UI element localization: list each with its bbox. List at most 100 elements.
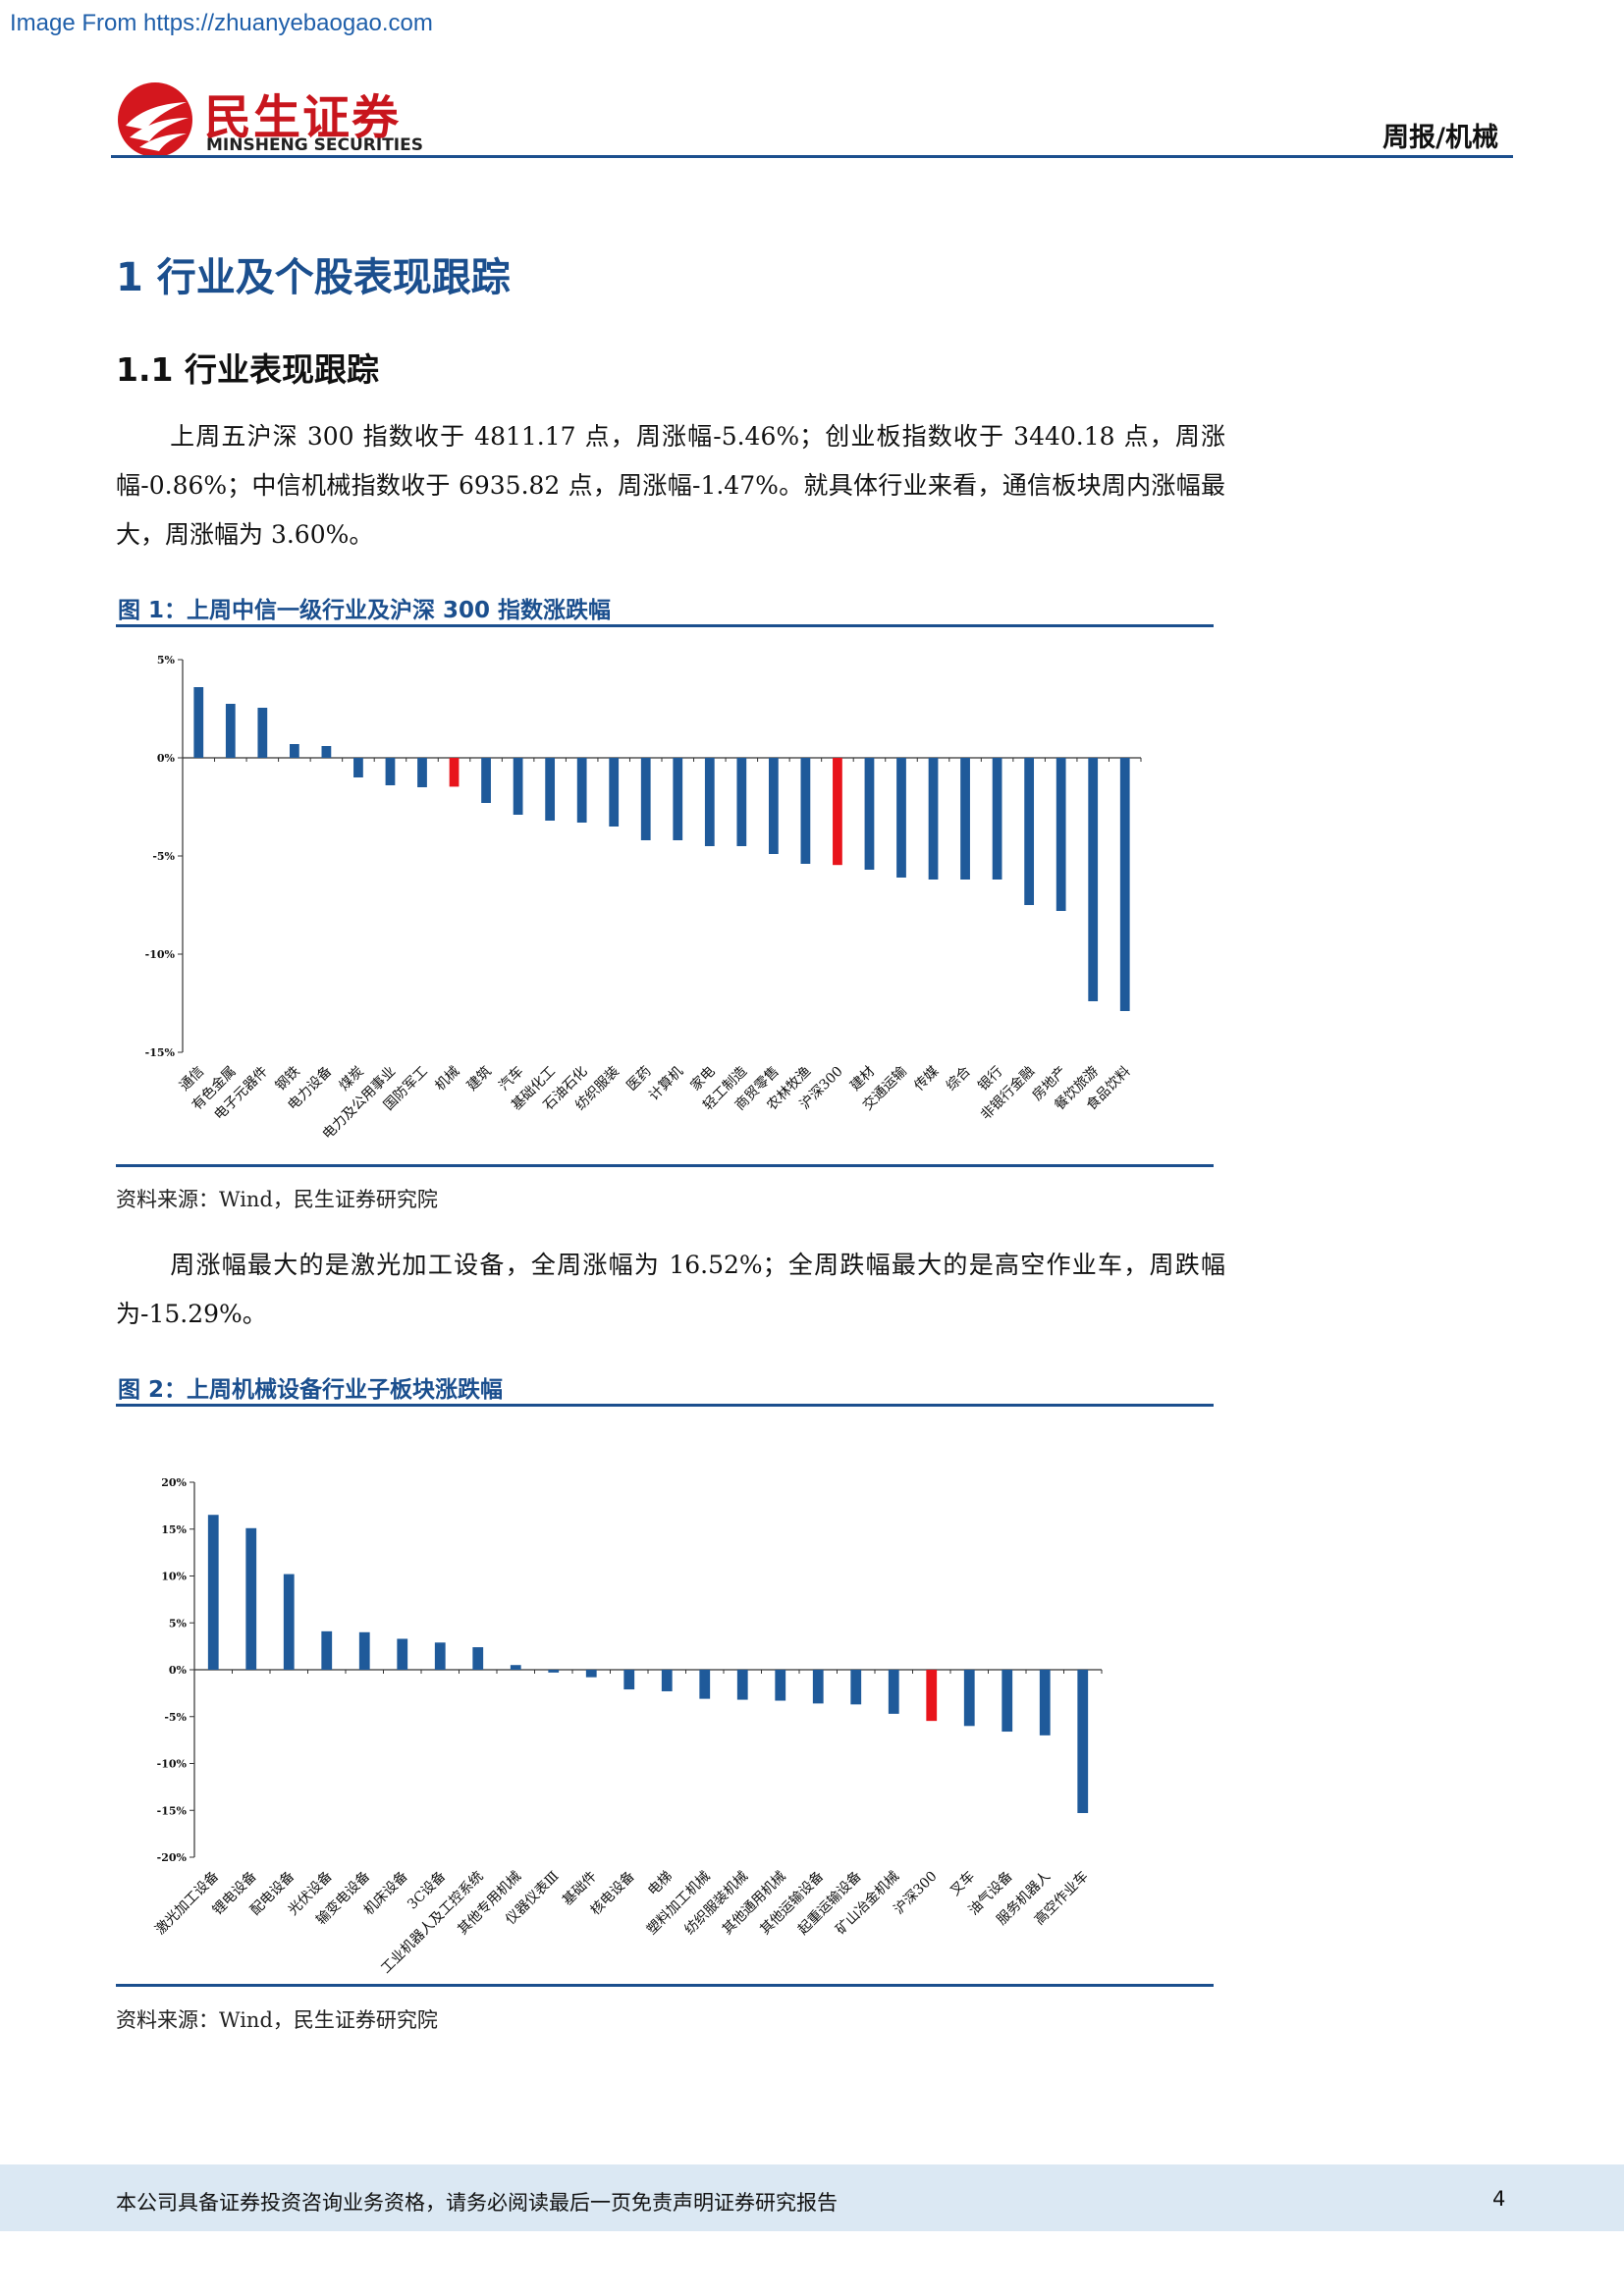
figure2-y-tick-label: 20% — [161, 1476, 187, 1489]
figure2-y-tick-label: -10% — [157, 1758, 188, 1771]
figure1-bar — [960, 758, 970, 880]
figure1-bar — [449, 758, 460, 787]
figure1-bar — [576, 758, 587, 823]
figure2-bar — [434, 1642, 446, 1670]
minsheng-logo-icon — [118, 82, 192, 157]
figure1-bar — [321, 746, 332, 758]
figure1-bar — [417, 758, 427, 787]
figure2-bar — [245, 1527, 257, 1670]
figure1-bottom-rule — [116, 1164, 1214, 1167]
figure2-source: 资料来源：Wind，民生证券研究院 — [116, 2008, 438, 2032]
figure1-bar — [864, 758, 875, 870]
subsection-heading: 1.1 行业表现跟踪 — [116, 350, 379, 389]
figure2-bar — [397, 1638, 408, 1670]
summary-paragraph: 上周五沪深 300 指数收于 4811.17 点，周涨幅-5.46%；创业板指数… — [116, 412, 1225, 560]
figure1-bar — [1024, 758, 1035, 905]
figure1-bar — [513, 758, 523, 815]
figure1-bar — [225, 704, 236, 758]
figure2-bar — [850, 1670, 862, 1705]
footer-disclaimer: 本公司具备证券投资咨询业务资格，请务必阅读最后一页免责声明证券研究报告 — [116, 2191, 838, 2215]
figure2-y-tick-label: -5% — [164, 1711, 187, 1724]
figure2-category-label: 叉车 — [947, 1868, 978, 1899]
logo-chinese-name: 民生证券 — [204, 90, 402, 145]
section-heading: 1 行业及个股表现跟踪 — [116, 255, 511, 300]
figure1-bar — [673, 758, 683, 840]
figure2-bottom-rule — [116, 1984, 1214, 1987]
figure1-top-rule — [116, 624, 1214, 627]
watermark-text: Image From https://zhuanyebaogao.com — [10, 10, 433, 36]
figure2-bar — [321, 1630, 333, 1670]
summary-paragraph-text: 上周五沪深 300 指数收于 4811.17 点，周涨幅-5.46%；创业板指数… — [116, 422, 1225, 549]
figure2-bar — [510, 1665, 521, 1670]
figure1-bar — [640, 758, 651, 840]
figure2-bar — [812, 1670, 824, 1704]
figure2-bar — [661, 1670, 673, 1691]
figure2-y-tick-label: 5% — [169, 1617, 188, 1629]
figure2-title: 图 2：上周机械设备行业子板块涨跌幅 — [118, 1377, 504, 1403]
figure1-bar — [1088, 758, 1099, 1001]
figure1-bar — [385, 758, 396, 785]
figure1-category-label: 传媒 — [911, 1064, 942, 1095]
figure1-category-label: 综合 — [944, 1064, 974, 1095]
figure2-bar — [1001, 1670, 1013, 1733]
figure2-bar — [736, 1670, 748, 1700]
figure2-bar — [623, 1670, 635, 1690]
logo-english-name: MINSHENG SECURITIES — [206, 135, 423, 155]
figure1-bar — [289, 744, 299, 758]
figure1-category-label: 建筑 — [464, 1064, 495, 1095]
figure2-y-tick-label: 0% — [169, 1664, 188, 1677]
figure2-bar — [1039, 1670, 1051, 1735]
figure1-y-tick-label: -15% — [145, 1046, 176, 1059]
figure2-y-tick-label: -20% — [157, 1851, 188, 1864]
figure2-bar — [207, 1515, 219, 1670]
figure1-bar — [1056, 758, 1066, 911]
header-divider — [111, 155, 1513, 158]
figure1-bar — [992, 758, 1002, 880]
figure1-source: 资料来源：Wind，民生证券研究院 — [116, 1188, 438, 1211]
figure1-bar — [257, 708, 268, 758]
figure1-bar — [545, 758, 556, 821]
figure2-category-label: 电梯 — [645, 1869, 676, 1899]
figure2-y-tick-label: 10% — [161, 1571, 187, 1583]
footer-bar — [0, 2164, 1624, 2231]
figure1-title: 图 1：上周中信一级行业及沪深 300 指数涨跌幅 — [118, 598, 612, 623]
subsector-paragraph-text: 周涨幅最大的是激光加工设备，全周涨幅为 16.52%；全周跌幅最大的是高空作业车… — [116, 1251, 1225, 1328]
figure1-bar — [736, 758, 747, 846]
figure2-top-rule — [116, 1404, 1214, 1407]
figure2-bar — [699, 1670, 711, 1699]
figure2-y-tick-label: -15% — [157, 1804, 188, 1817]
figure1-bar — [609, 758, 620, 827]
figure2-bar — [548, 1670, 560, 1673]
figure1-category-label: 计算机 — [646, 1064, 686, 1104]
figure2-bar — [888, 1670, 899, 1714]
figure1-y-tick-label: -5% — [152, 850, 175, 863]
figure1-bar — [353, 758, 363, 777]
subsector-paragraph: 周涨幅最大的是激光加工设备，全周涨幅为 16.52%；全周跌幅最大的是高空作业车… — [116, 1241, 1225, 1339]
report-category: 周报/机械 — [1382, 123, 1498, 153]
figure1-bar — [928, 758, 939, 880]
figure2-bar — [585, 1670, 597, 1678]
figure2-bar — [283, 1574, 295, 1670]
figure1-bar — [896, 758, 906, 878]
figure1-bar — [800, 758, 811, 864]
figure1-y-tick-label: 0% — [157, 752, 176, 765]
figure1-category-label: 机械 — [432, 1064, 462, 1095]
figure1-y-tick-label: 5% — [157, 654, 176, 667]
figure1-bar — [768, 758, 779, 854]
figure2-bar-chart: 20%15%10%5%0%-5%-10%-15%-20%激光加工设备锂电设备配电… — [152, 1476, 1103, 1977]
figure2-bar — [963, 1670, 975, 1727]
figure2-bar — [472, 1647, 484, 1670]
figure2-bar — [775, 1670, 786, 1701]
figure1-bar — [481, 758, 491, 803]
figure2-y-tick-label: 15% — [161, 1523, 187, 1536]
figure1-bar — [193, 687, 204, 758]
figure2-category-label: 激光加工设备 — [152, 1868, 222, 1938]
figure1-y-tick-label: -10% — [145, 948, 176, 961]
figure1-bar — [1119, 758, 1130, 1011]
figure2-bar — [1077, 1670, 1089, 1814]
figure2-bar — [358, 1631, 370, 1670]
figure1-bar — [833, 758, 842, 866]
figure2-bar — [926, 1670, 938, 1722]
page-number: 4 — [1492, 2187, 1506, 2211]
figure1-bar — [704, 758, 715, 846]
